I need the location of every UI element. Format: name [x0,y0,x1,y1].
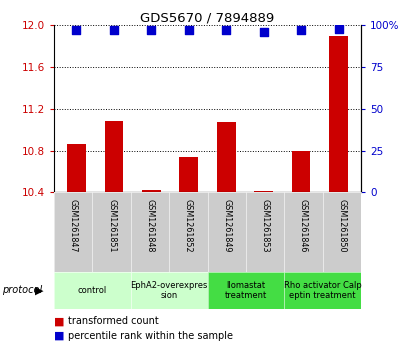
Title: GDS5670 / 7894889: GDS5670 / 7894889 [140,11,275,24]
Point [73,28,80,33]
Text: GSM1261853: GSM1261853 [261,199,270,252]
Text: protocol: protocol [2,285,42,295]
Point [335,26,342,32]
Point [148,28,155,33]
Text: ■: ■ [54,331,64,341]
Text: GSM1261850: GSM1261850 [337,199,347,252]
Point [223,28,229,33]
Point [186,28,192,33]
Bar [329,36,348,192]
Text: transformed count: transformed count [68,316,159,326]
Point [110,28,117,33]
Text: ■: ■ [54,316,64,326]
Text: Rho activator Calp
eptin treatment: Rho activator Calp eptin treatment [284,281,361,300]
Bar [142,190,161,192]
Text: GSM1261852: GSM1261852 [184,199,193,252]
Text: llomastat
treatment: llomastat treatment [225,281,267,300]
Bar [292,151,310,192]
Text: GSM1261851: GSM1261851 [107,199,116,252]
Bar [179,157,198,192]
Point [260,29,267,35]
Bar [254,191,273,192]
Text: EphA2-overexpres
sion: EphA2-overexpres sion [130,281,208,300]
Bar [217,122,236,192]
Bar [67,144,86,192]
Bar [105,121,123,192]
Text: control: control [78,286,107,295]
Point [298,28,305,33]
Text: percentile rank within the sample: percentile rank within the sample [68,331,234,341]
Text: GSM1261847: GSM1261847 [68,199,78,252]
Text: GSM1261849: GSM1261849 [222,199,231,252]
Text: GSM1261848: GSM1261848 [145,199,154,252]
Text: ▶: ▶ [35,285,43,295]
Text: GSM1261846: GSM1261846 [299,199,308,252]
